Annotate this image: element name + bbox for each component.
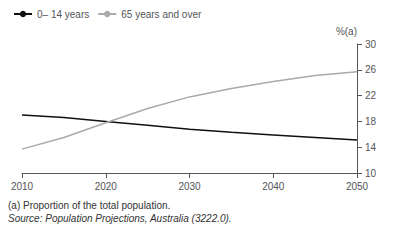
svg-text:10: 10 — [365, 168, 377, 179]
svg-text:26: 26 — [365, 64, 377, 75]
svg-text:18: 18 — [365, 116, 377, 127]
svg-text:Source: Population Projections: Source: Population Projections, Australi… — [8, 213, 232, 224]
svg-text:2010: 2010 — [11, 181, 34, 192]
svg-text:14: 14 — [365, 142, 377, 153]
svg-text:2030: 2030 — [178, 181, 201, 192]
svg-text:30: 30 — [365, 39, 377, 50]
svg-text:22: 22 — [365, 90, 377, 101]
svg-text:2040: 2040 — [262, 181, 285, 192]
svg-text:65 years and over: 65 years and over — [121, 9, 202, 20]
svg-text:%(a): %(a) — [336, 26, 357, 37]
svg-text:2020: 2020 — [95, 181, 118, 192]
svg-text:(a) Proportion of the total po: (a) Proportion of the total population. — [8, 200, 170, 211]
svg-text:2050: 2050 — [346, 181, 369, 192]
svg-text:0– 14 years: 0– 14 years — [37, 9, 89, 20]
